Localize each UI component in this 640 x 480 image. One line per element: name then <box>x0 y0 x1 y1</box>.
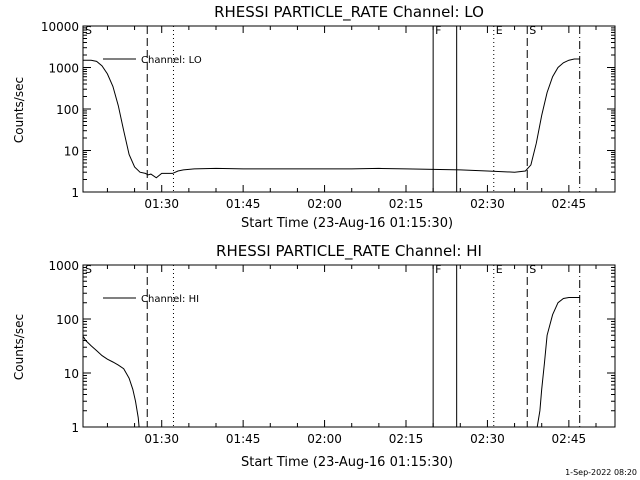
x-tick-label: 02:15 <box>389 197 424 211</box>
y-axis-ticks: 1 10 100 1000 10000 <box>41 20 615 200</box>
x-tick-label: 02:45 <box>552 432 587 446</box>
y-tick-label: 100 <box>56 313 79 327</box>
x-axis-label: Start Time (23-Aug-16 01:15:30) <box>241 216 453 231</box>
x-tick-label: 02:30 <box>470 432 505 446</box>
event-marker-label: F <box>435 24 441 37</box>
y-tick-label: 1000 <box>48 259 79 273</box>
chart-title: RHESSI PARTICLE_RATE Channel: LO <box>214 3 484 22</box>
event-marker-label: S <box>529 263 536 276</box>
x-tick-label: 01:30 <box>144 197 179 211</box>
y-tick-label: 10 <box>64 145 79 159</box>
legend-label: Channel: LO <box>141 55 202 66</box>
x-tick-label: 02:15 <box>389 432 424 446</box>
x-axis-ticks: 01:30 01:45 02:00 02:15 02:30 02:45 <box>106 26 597 211</box>
series-line-lo <box>83 58 580 179</box>
y-tick-label: 10000 <box>41 20 79 34</box>
legend: Channel: HI <box>103 294 199 305</box>
event-marker-label: E <box>496 263 503 276</box>
chart-title: RHESSI PARTICLE_RATE Channel: HI <box>216 242 482 261</box>
x-tick-label: 01:45 <box>226 197 261 211</box>
x-tick-label: 02:00 <box>307 432 342 446</box>
y-axis-label: Counts/sec <box>12 314 26 380</box>
y-tick-label: 10 <box>64 367 79 381</box>
series-line-hi <box>82 297 580 428</box>
x-tick-label: 02:45 <box>552 197 587 211</box>
event-marker-label: E <box>496 24 503 37</box>
x-tick-label: 01:30 <box>144 432 179 446</box>
y-axis-label: Counts/sec <box>12 77 26 143</box>
x-axis-ticks: 01:30 01:45 02:00 02:15 02:30 02:45 <box>106 265 597 446</box>
event-marker-label: S <box>85 24 92 37</box>
x-axis-label: Start Time (23-Aug-16 01:15:30) <box>241 455 453 470</box>
legend: Channel: LO <box>103 55 202 66</box>
y-tick-label: 1000 <box>48 62 79 76</box>
y-tick-label: 1 <box>71 421 79 435</box>
x-tick-label: 02:00 <box>307 197 342 211</box>
chart-panel-lo: RHESSI PARTICLE_RATE Channel: LO Counts/… <box>12 3 616 231</box>
legend-label: Channel: HI <box>141 294 199 305</box>
plot-frame <box>82 264 616 428</box>
x-tick-label: 02:30 <box>470 197 505 211</box>
event-marker-label: S <box>85 263 92 276</box>
y-tick-label: 1 <box>71 186 79 200</box>
x-tick-label: 01:45 <box>226 432 261 446</box>
y-tick-label: 100 <box>56 103 79 117</box>
chart-panel-hi: RHESSI PARTICLE_RATE Channel: HI Counts/… <box>12 242 616 470</box>
footer-date: 1-Sep-2022 08:20 <box>565 468 637 477</box>
y-axis-ticks: 1 10 100 1000 <box>48 259 615 435</box>
event-marker-label: S <box>529 24 536 37</box>
plot-frame <box>82 25 616 193</box>
event-marker-label: F <box>435 263 441 276</box>
